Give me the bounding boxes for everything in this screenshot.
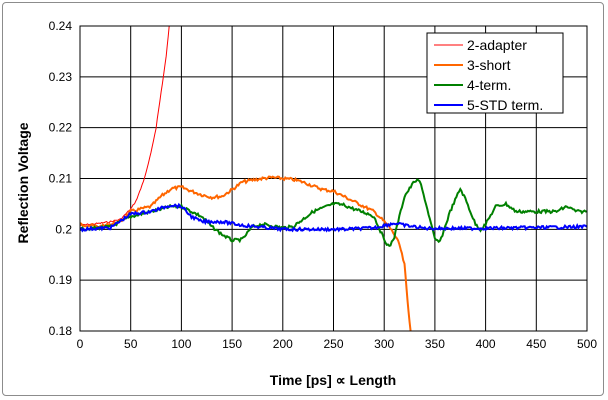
legend-box [426,32,564,114]
y-tick-label: 0.24 [49,19,73,33]
legend-label: 2-adapter [467,37,527,53]
plot-area-border [79,25,588,332]
legend: 2-adapter 3-short 4-term. 5-STD term. [426,32,564,114]
y-tick-label: 0.18 [49,324,73,338]
legend-label: 5-STD term. [467,97,543,113]
x-tick-label: 400 [476,337,496,351]
x-tick-label: 250 [323,337,343,351]
legend-label: 4-term. [467,77,511,93]
x-tick-label: 500 [577,337,597,351]
series-line-3 [80,175,412,331]
x-tick-labels: 0 50 100 150 200 250 300 350 400 450 500 [77,337,598,351]
x-tick-label: 100 [171,337,191,351]
y-tick-label: 0.21 [49,172,73,186]
y-tick-labels: 0.18 0.19 0.2 0.21 0.22 0.23 0.24 [49,19,73,338]
x-tick-label: 300 [374,337,394,351]
x-tick-label: 50 [124,337,138,351]
y-tick-label: 0.22 [49,121,73,135]
x-tick-label: 450 [526,337,546,351]
y-axis-label: Reflection Voltage [15,122,31,243]
series-line-5 [80,202,587,233]
legend-label: 3-short [467,57,511,73]
y-tick-label: 0.23 [49,70,73,84]
x-tick-label: 350 [425,337,445,351]
x-axis-label: Time [ps] ∝ Length [270,372,396,388]
series-line-2 [80,26,170,226]
chart-frame [2,2,604,396]
x-tick-label: 200 [273,337,293,351]
x-tick-label: 150 [222,337,242,351]
series-group [80,26,587,331]
y-tick-label: 0.2 [55,222,72,236]
y-tick-label: 0.19 [49,273,73,287]
series-line-4 [80,178,587,247]
x-tick-label: 0 [77,337,84,351]
